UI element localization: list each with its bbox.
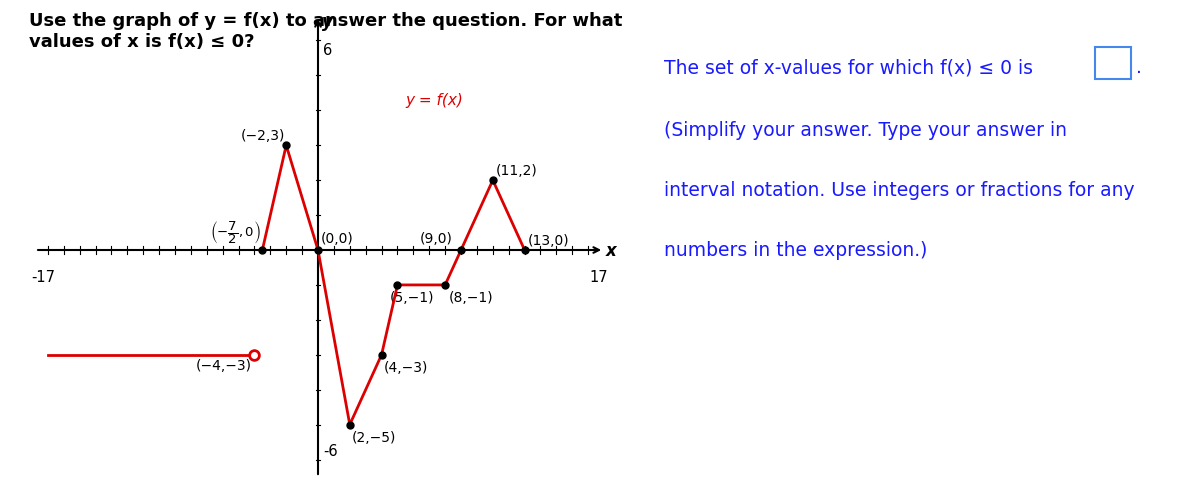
- Text: .: .: [1136, 58, 1142, 77]
- Text: (Simplify your answer. Type your answer in: (Simplify your answer. Type your answer …: [664, 121, 1067, 140]
- Text: 6: 6: [323, 43, 332, 58]
- Text: Use the graph of y = f(x) to answer the question. For what
values of x is f(x) ≤: Use the graph of y = f(x) to answer the …: [29, 12, 622, 51]
- Text: -17: -17: [31, 270, 55, 285]
- Text: numbers in the expression.): numbers in the expression.): [664, 241, 928, 260]
- Text: -6: -6: [323, 443, 337, 458]
- Text: (0,0): (0,0): [322, 231, 354, 245]
- Text: (11,2): (11,2): [496, 163, 538, 177]
- Text: (−4,−3): (−4,−3): [196, 359, 251, 373]
- Text: (5,−1): (5,−1): [390, 291, 434, 305]
- Text: $\left(-\dfrac{7}{2},0\right)$: $\left(-\dfrac{7}{2},0\right)$: [210, 218, 260, 245]
- Text: y = f(x): y = f(x): [406, 93, 463, 108]
- Text: (−2,3): (−2,3): [240, 128, 284, 142]
- Text: (9,0): (9,0): [420, 231, 454, 245]
- Text: interval notation. Use integers or fractions for any: interval notation. Use integers or fract…: [664, 181, 1134, 200]
- Text: (13,0): (13,0): [528, 233, 569, 247]
- Text: (8,−1): (8,−1): [449, 291, 493, 305]
- Text: y: y: [322, 13, 332, 31]
- Text: x: x: [606, 241, 617, 260]
- Text: (2,−5): (2,−5): [352, 430, 396, 444]
- FancyBboxPatch shape: [1096, 48, 1130, 80]
- Text: The set of x-values for which f(x) ≤ 0 is: The set of x-values for which f(x) ≤ 0 i…: [664, 58, 1033, 77]
- Text: (4,−3): (4,−3): [384, 360, 428, 374]
- Text: 17: 17: [589, 270, 608, 285]
